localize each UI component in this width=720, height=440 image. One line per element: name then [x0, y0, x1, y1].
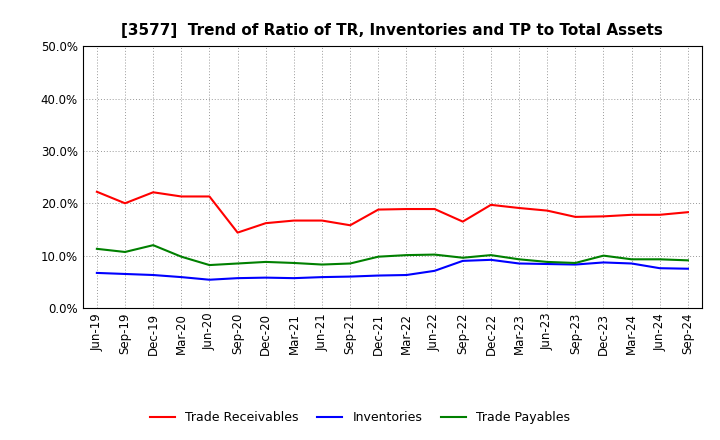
Trade Receivables	[459, 219, 467, 224]
Trade Payables	[683, 258, 692, 263]
Inventories	[571, 262, 580, 267]
Inventories	[149, 272, 158, 278]
Trade Payables	[571, 260, 580, 266]
Trade Receivables	[431, 206, 439, 212]
Trade Receivables	[543, 208, 552, 213]
Inventories	[627, 261, 636, 266]
Trade Payables	[655, 257, 664, 262]
Trade Receivables	[261, 220, 270, 226]
Inventories	[655, 266, 664, 271]
Trade Receivables	[149, 190, 158, 195]
Inventories	[177, 275, 186, 280]
Inventories	[318, 275, 326, 280]
Trade Receivables	[683, 209, 692, 215]
Trade Receivables	[318, 218, 326, 223]
Line: Trade Receivables: Trade Receivables	[97, 192, 688, 233]
Inventories	[289, 275, 298, 281]
Trade Receivables	[93, 189, 102, 194]
Inventories	[121, 271, 130, 277]
Trade Payables	[346, 261, 354, 266]
Trade Receivables	[515, 205, 523, 211]
Trade Payables	[627, 257, 636, 262]
Line: Trade Payables: Trade Payables	[97, 245, 688, 265]
Inventories	[93, 270, 102, 275]
Trade Payables	[459, 255, 467, 260]
Trade Receivables	[571, 214, 580, 220]
Title: [3577]  Trend of Ratio of TR, Inventories and TP to Total Assets: [3577] Trend of Ratio of TR, Inventories…	[122, 23, 663, 38]
Trade Receivables	[487, 202, 495, 208]
Legend: Trade Receivables, Inventories, Trade Payables: Trade Receivables, Inventories, Trade Pa…	[145, 407, 575, 429]
Trade Receivables	[121, 201, 130, 206]
Line: Inventories: Inventories	[97, 260, 688, 280]
Trade Payables	[261, 259, 270, 264]
Inventories	[233, 275, 242, 281]
Trade Payables	[515, 257, 523, 262]
Trade Receivables	[627, 212, 636, 217]
Inventories	[599, 260, 608, 265]
Trade Payables	[374, 254, 382, 259]
Inventories	[431, 268, 439, 274]
Inventories	[459, 258, 467, 264]
Inventories	[402, 272, 411, 278]
Trade Payables	[289, 260, 298, 266]
Trade Receivables	[402, 206, 411, 212]
Trade Payables	[149, 242, 158, 248]
Trade Payables	[487, 253, 495, 258]
Trade Payables	[599, 253, 608, 258]
Trade Payables	[205, 262, 214, 268]
Inventories	[683, 266, 692, 271]
Inventories	[487, 257, 495, 263]
Inventories	[205, 277, 214, 282]
Trade Payables	[121, 249, 130, 255]
Inventories	[346, 274, 354, 279]
Trade Receivables	[346, 223, 354, 228]
Trade Receivables	[374, 207, 382, 212]
Trade Payables	[177, 254, 186, 259]
Trade Receivables	[289, 218, 298, 223]
Trade Payables	[543, 259, 552, 264]
Trade Receivables	[233, 230, 242, 235]
Trade Receivables	[655, 212, 664, 217]
Trade Receivables	[205, 194, 214, 199]
Inventories	[543, 261, 552, 267]
Trade Receivables	[177, 194, 186, 199]
Inventories	[515, 261, 523, 266]
Trade Receivables	[599, 214, 608, 219]
Trade Payables	[233, 261, 242, 266]
Trade Payables	[93, 246, 102, 252]
Trade Payables	[402, 253, 411, 258]
Trade Payables	[431, 252, 439, 257]
Inventories	[261, 275, 270, 280]
Trade Payables	[318, 262, 326, 267]
Inventories	[374, 273, 382, 278]
